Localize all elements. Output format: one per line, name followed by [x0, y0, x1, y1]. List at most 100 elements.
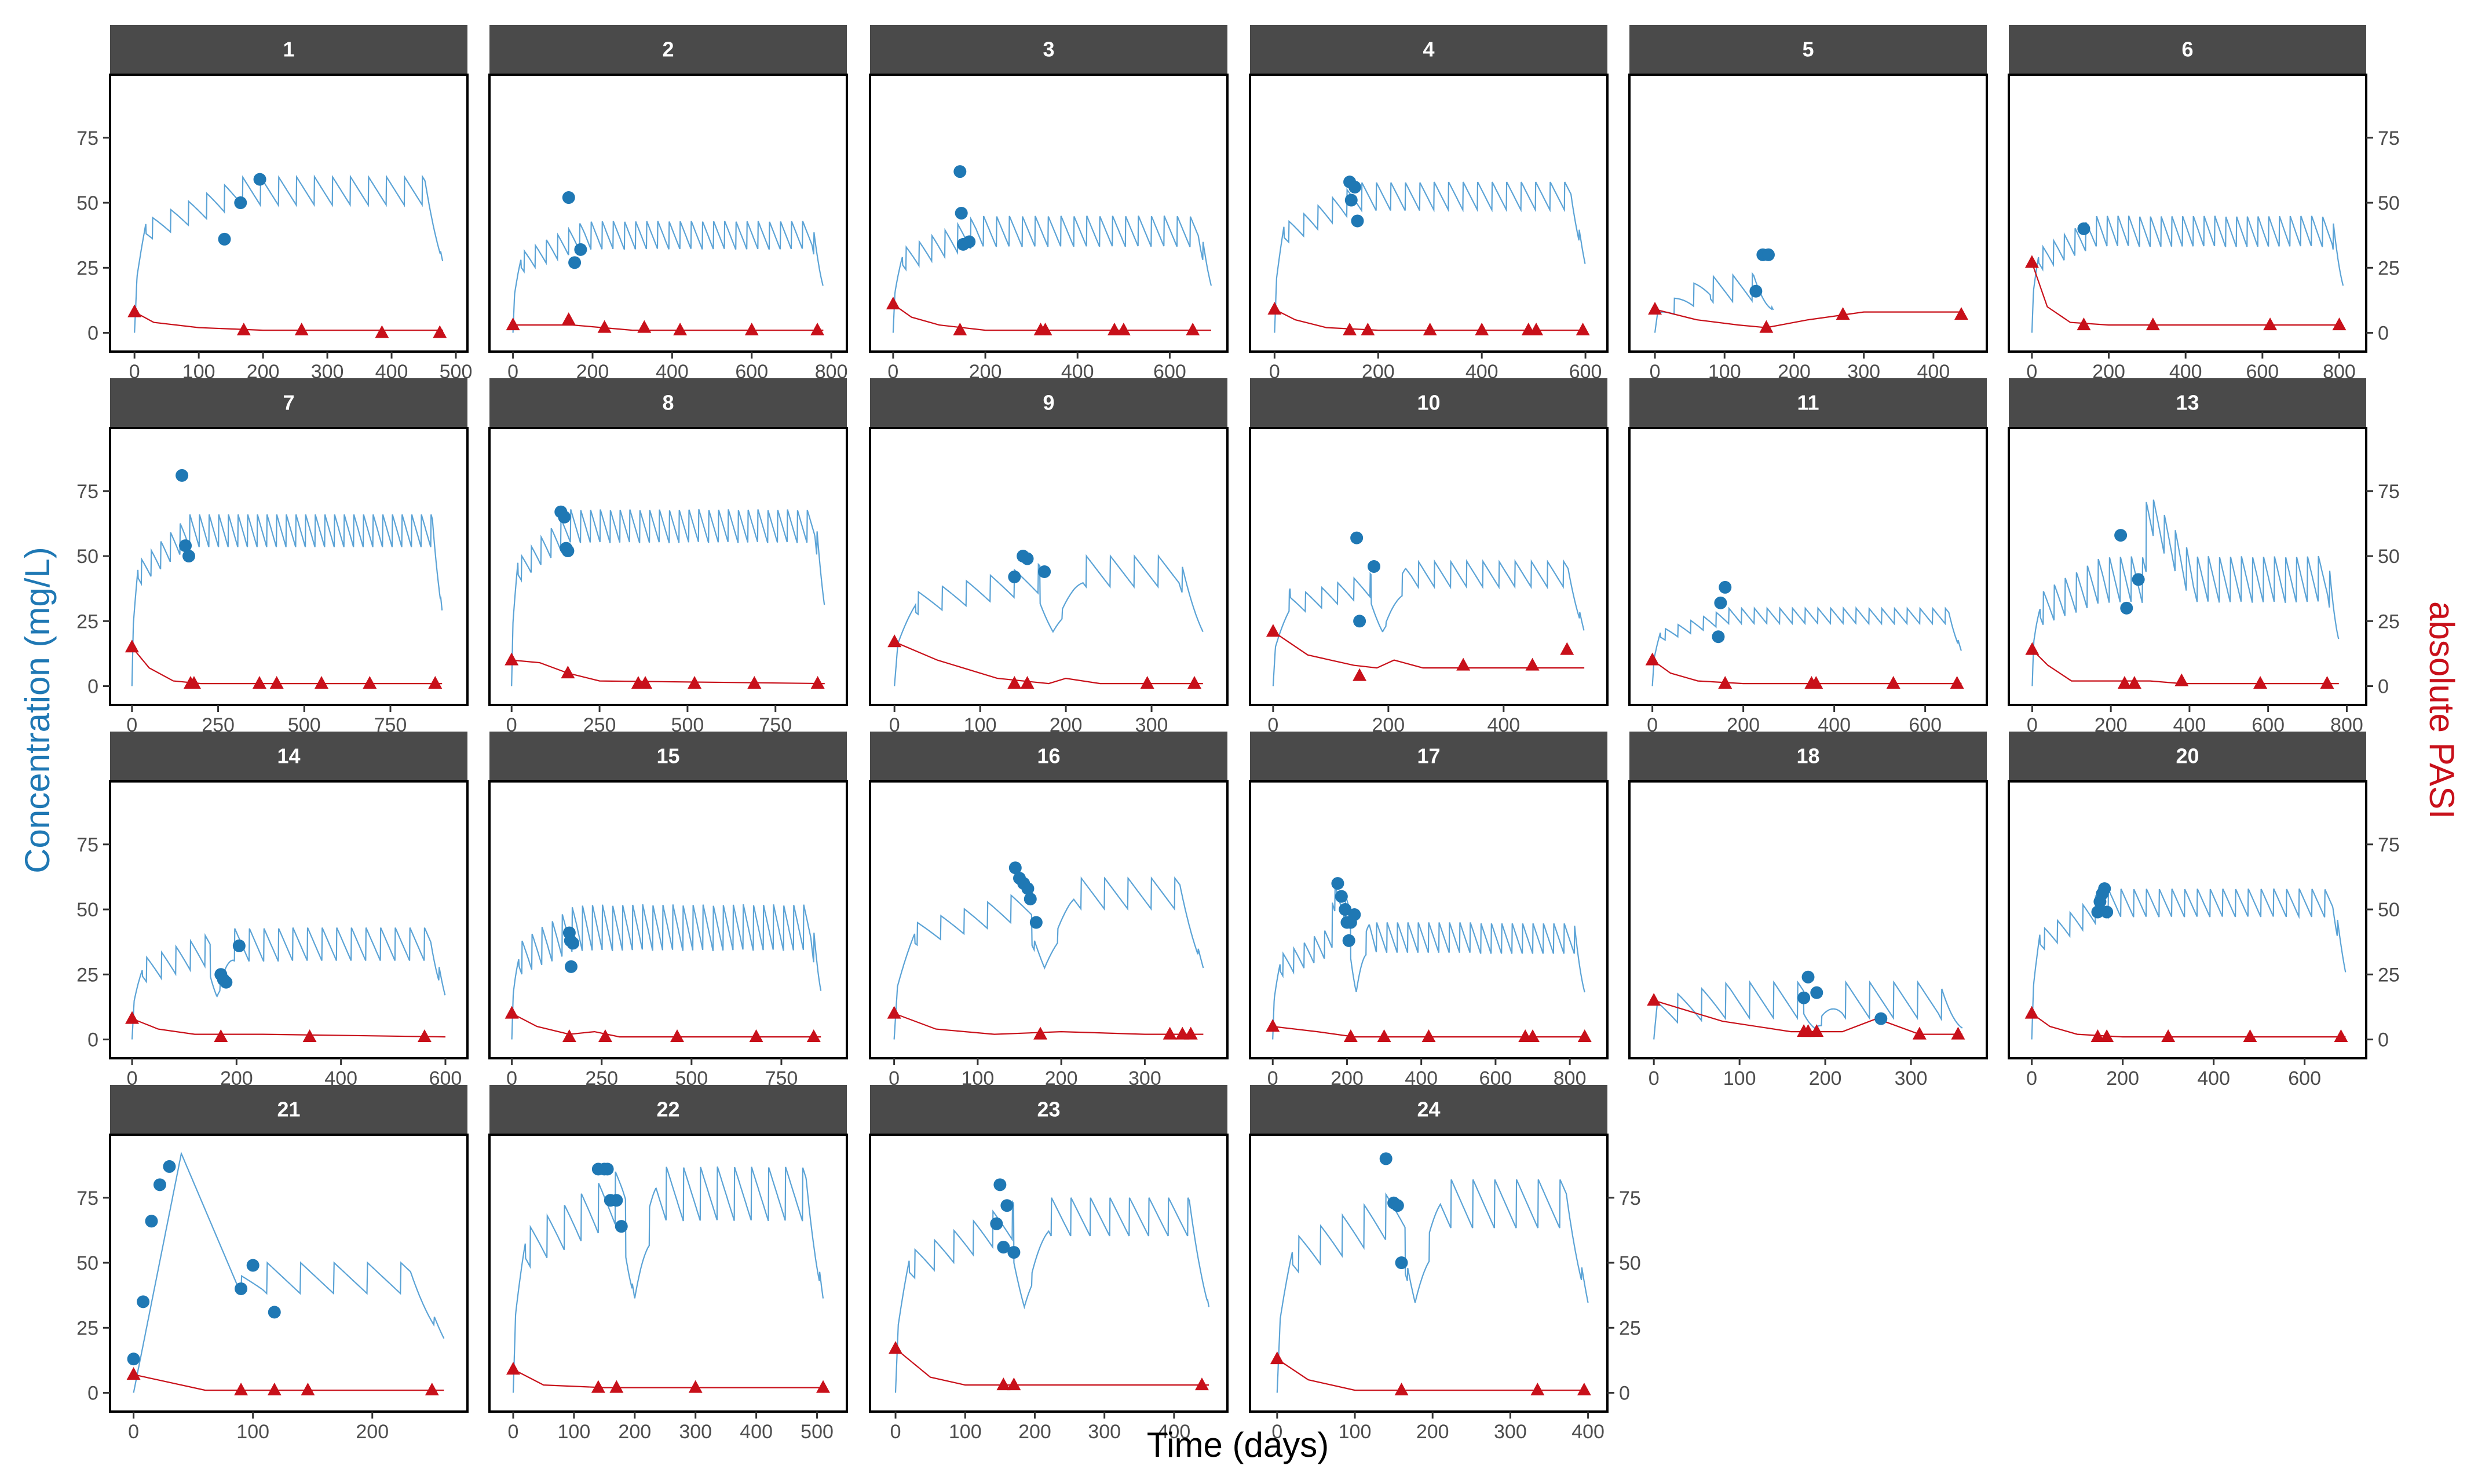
pasi-observation — [670, 1029, 685, 1043]
pasi-observation — [252, 676, 266, 689]
pasi-observation — [315, 676, 329, 689]
pasi-observation — [1343, 1029, 1358, 1043]
right-y-tick-label: 25 — [2378, 611, 2400, 633]
concentration-model-line — [131, 514, 443, 686]
right-y-tick-label: 50 — [2378, 546, 2400, 568]
panel-frame — [109, 780, 469, 1059]
x-tick-label: 0 — [2027, 714, 2038, 736]
left-y-tick-label: 75 — [76, 481, 98, 503]
pasi-observation — [2024, 1006, 2039, 1019]
pasi-observation — [1377, 1029, 1391, 1043]
panel-frame — [869, 74, 1229, 353]
concentration-observation — [1350, 531, 1364, 544]
concentration-observation — [615, 1220, 628, 1233]
pasi-observation — [1353, 668, 1367, 681]
right-y-tick-label: 50 — [1619, 1252, 1641, 1274]
left-y-tick-label: 50 — [76, 546, 98, 568]
x-axis-title: Time (days) — [1147, 1425, 1329, 1464]
panel-frame — [2008, 780, 2367, 1059]
facet-strip — [110, 732, 467, 781]
right-y-tick-label: 0 — [2378, 323, 2389, 345]
right-y-tick-label: 0 — [1619, 1383, 1630, 1405]
pasi-observation — [126, 1367, 141, 1380]
facet-strip — [489, 1085, 847, 1135]
concentration-observation — [1712, 630, 1725, 644]
concentration-model-line — [893, 876, 1204, 1040]
right-y-tick-label: 75 — [2378, 481, 2400, 503]
facet-panel-4: 40 200 400 600 — [1249, 25, 1609, 383]
x-tick-label: 200 — [1018, 1421, 1051, 1443]
pasi-observation — [1007, 676, 1022, 689]
facet-strip — [1250, 378, 1607, 428]
facet-panel-5: 50 100 200 300 400 — [1628, 25, 1988, 383]
right-y-axis-title: absolute PASI — [2422, 601, 2461, 819]
pasi-observation — [1007, 1377, 1021, 1391]
concentration-observation — [1391, 1199, 1404, 1212]
concentration-model-line — [511, 509, 825, 686]
pasi-model-line — [2031, 649, 2339, 685]
facet-strip-label: 8 — [662, 391, 674, 415]
x-tick-label: 0 — [1269, 361, 1280, 383]
panel-frame — [869, 427, 1229, 706]
concentration-model-line — [2031, 215, 2344, 333]
pasi-observation — [1343, 323, 1357, 336]
pasi-observation — [1038, 323, 1052, 336]
x-tick-label: 600 — [2288, 1068, 2321, 1090]
pasi-observation — [1951, 1026, 1965, 1040]
left-y-tick-label: 0 — [87, 1383, 98, 1405]
x-tick-label: 100 — [1339, 1421, 1372, 1443]
facet-strip — [1629, 25, 1987, 75]
pasi-observation — [889, 1341, 903, 1354]
pasi-model-line — [893, 304, 1211, 331]
concentration-observation — [127, 1353, 140, 1366]
x-tick-label: 0 — [506, 714, 517, 736]
concentration-observation — [218, 232, 231, 246]
concentration-observation — [176, 469, 189, 482]
right-y-tick-label: 25 — [2378, 964, 2400, 986]
facet-strip-label: 21 — [277, 1098, 300, 1121]
pasi-observation — [561, 312, 576, 326]
pasi-observation — [673, 323, 688, 336]
pasi-observation — [1266, 624, 1280, 637]
pasi-observation — [1525, 657, 1540, 671]
facet-strip — [110, 1085, 467, 1135]
left-y-tick-label: 0 — [87, 323, 98, 345]
facet-panel-3: 30 200 400 600 — [869, 25, 1229, 383]
left-y-tick-label: 25 — [76, 611, 98, 633]
pasi-observation — [953, 323, 967, 336]
x-tick-label: 0 — [2026, 361, 2037, 383]
concentration-observation — [561, 544, 575, 558]
concentration-observation — [1367, 560, 1380, 573]
facet-strip — [1629, 732, 1987, 781]
facet-strip-label: 16 — [1037, 744, 1060, 768]
pasi-observation — [1107, 323, 1121, 336]
pasi-observation — [269, 676, 284, 689]
pasi-observation — [1116, 323, 1131, 336]
pasi-observation — [1912, 1026, 1927, 1040]
pasi-observation — [302, 1029, 317, 1043]
right-y-tick-label: 0 — [2378, 676, 2389, 698]
left-y-tick-label: 25 — [76, 257, 98, 279]
facet-strip-label: 17 — [1417, 744, 1440, 768]
pasi-observation — [810, 323, 825, 336]
pasi-observation — [810, 676, 825, 689]
x-tick-label: 100 — [236, 1421, 269, 1443]
pasi-model-line — [1277, 1358, 1588, 1391]
concentration-observation — [1008, 861, 1022, 875]
concentration-observation — [232, 939, 246, 952]
concentration-observation — [562, 191, 575, 204]
pasi-observation — [1645, 652, 1660, 666]
concentration-observation — [1874, 1012, 1888, 1025]
panel-frame — [869, 780, 1229, 1059]
concentration-observation — [1021, 882, 1035, 895]
concentration-model-line — [1654, 272, 1774, 333]
concentration-observation — [1714, 596, 1727, 609]
x-tick-label: 100 — [558, 1421, 591, 1443]
concentration-model-line — [512, 1166, 824, 1393]
pasi-observation — [1886, 676, 1900, 689]
pasi-observation — [816, 1380, 831, 1393]
x-tick-label: 300 — [679, 1421, 712, 1443]
